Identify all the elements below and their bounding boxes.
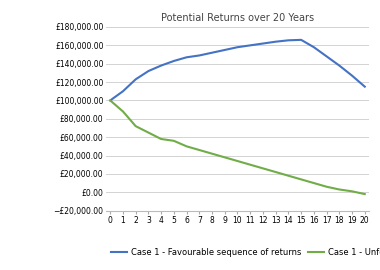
Legend: Case 1 - Favourable sequence of returns, Case 1 - Unfortunate Sequence of return: Case 1 - Favourable sequence of returns,…: [111, 248, 380, 257]
Case 1 - Favourable sequence of returns: [146, 69, 151, 73]
Case 1 - Favourable sequence of returns: [261, 42, 265, 45]
Case 1 - Favourable sequence of returns: [299, 38, 303, 42]
Case 1 - Favourable sequence of returns: [159, 64, 163, 67]
Title: Potential Returns over 20 Years: Potential Returns over 20 Years: [161, 14, 314, 23]
Case 1 - Unfortunate Sequence of returns: [133, 124, 138, 128]
Case 1 - Unfortunate Sequence of returns: [210, 152, 214, 155]
Case 1 - Unfortunate Sequence of returns: [108, 99, 112, 102]
Case 1 - Favourable sequence of returns: [350, 74, 354, 77]
Case 1 - Favourable sequence of returns: [133, 78, 138, 81]
Case 1 - Favourable sequence of returns: [363, 85, 367, 88]
Case 1 - Unfortunate Sequence of returns: [363, 193, 367, 196]
Case 1 - Unfortunate Sequence of returns: [172, 139, 176, 143]
Case 1 - Favourable sequence of returns: [223, 48, 227, 52]
Case 1 - Favourable sequence of returns: [197, 54, 202, 57]
Case 1 - Unfortunate Sequence of returns: [184, 145, 189, 148]
Line: Case 1 - Favourable sequence of returns: Case 1 - Favourable sequence of returns: [110, 40, 365, 100]
Case 1 - Favourable sequence of returns: [324, 55, 329, 58]
Case 1 - Favourable sequence of returns: [210, 51, 214, 54]
Case 1 - Favourable sequence of returns: [337, 64, 342, 67]
Case 1 - Unfortunate Sequence of returns: [337, 188, 342, 191]
Case 1 - Favourable sequence of returns: [184, 56, 189, 59]
Case 1 - Unfortunate Sequence of returns: [159, 137, 163, 141]
Case 1 - Favourable sequence of returns: [286, 39, 291, 42]
Case 1 - Favourable sequence of returns: [108, 99, 112, 102]
Line: Case 1 - Unfortunate Sequence of returns: Case 1 - Unfortunate Sequence of returns: [110, 100, 365, 194]
Case 1 - Unfortunate Sequence of returns: [248, 163, 252, 166]
Case 1 - Favourable sequence of returns: [121, 90, 125, 93]
Case 1 - Unfortunate Sequence of returns: [273, 170, 278, 174]
Case 1 - Unfortunate Sequence of returns: [299, 178, 303, 181]
Case 1 - Unfortunate Sequence of returns: [261, 167, 265, 170]
Case 1 - Favourable sequence of returns: [273, 40, 278, 43]
Case 1 - Unfortunate Sequence of returns: [146, 131, 151, 134]
Case 1 - Unfortunate Sequence of returns: [312, 181, 316, 185]
Case 1 - Favourable sequence of returns: [172, 59, 176, 63]
Case 1 - Unfortunate Sequence of returns: [286, 174, 291, 177]
Case 1 - Unfortunate Sequence of returns: [121, 110, 125, 113]
Case 1 - Favourable sequence of returns: [248, 44, 252, 47]
Case 1 - Unfortunate Sequence of returns: [197, 148, 202, 152]
Case 1 - Unfortunate Sequence of returns: [223, 156, 227, 159]
Case 1 - Favourable sequence of returns: [235, 46, 240, 49]
Case 1 - Unfortunate Sequence of returns: [324, 185, 329, 188]
Case 1 - Unfortunate Sequence of returns: [235, 159, 240, 163]
Case 1 - Unfortunate Sequence of returns: [350, 190, 354, 193]
Case 1 - Favourable sequence of returns: [312, 46, 316, 49]
